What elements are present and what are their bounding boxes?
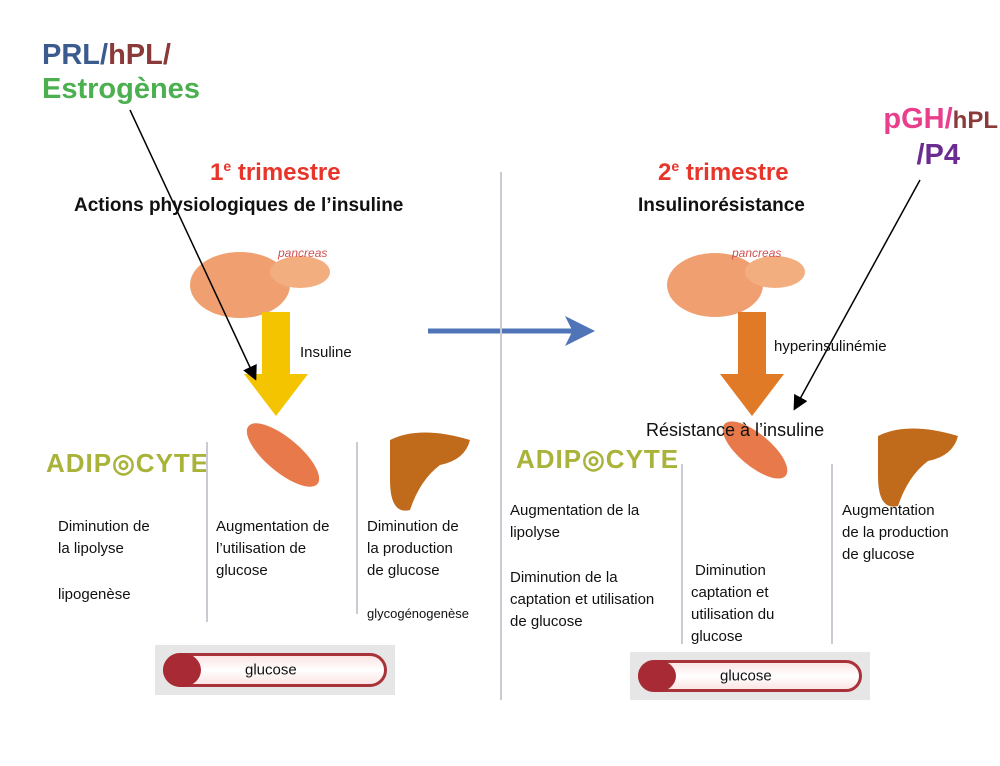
hormones-left: PRL/hPL/ Estrogènes: [42, 38, 200, 106]
glucose-label: glucose: [245, 661, 297, 679]
hyperinsulinemie-label: hyperinsulinémie: [774, 338, 887, 355]
divider: [681, 464, 683, 644]
insulin-arrow-left: [244, 312, 308, 416]
liver-left-icon: [390, 432, 470, 511]
glucose-label: glucose: [720, 667, 772, 685]
pancreas-label: pancreas: [732, 246, 782, 260]
trimester-2-title: 2e trimestre: [658, 158, 789, 186]
pancreas-left-icon: [190, 252, 330, 318]
hormone-prl: PRL/: [42, 39, 109, 71]
hormones-right: pGH/hPL /P4: [868, 102, 998, 172]
left-col2: Augmentation de l’utilisation de glucose: [216, 518, 330, 579]
hormone-hpl: hPL/: [108, 39, 171, 71]
pancreas-label: pancreas: [278, 246, 328, 260]
left-col3: Diminution de la production de glucose: [367, 518, 459, 579]
hormone-estrogenes: Estrogènes: [42, 73, 200, 105]
divider: [206, 442, 208, 622]
hormone-arrow-left: [129, 109, 257, 381]
left-col1: Diminution de la lipolyse: [58, 518, 150, 557]
muscle-left-icon: [246, 423, 320, 487]
divider: [831, 464, 833, 644]
liver-right-icon: [878, 428, 958, 507]
center-divider: [500, 172, 502, 700]
insuline-label: Insuline: [300, 344, 352, 361]
pancreas-right-icon: [667, 253, 805, 317]
left-col1-lipogenese: lipogenèse: [58, 586, 131, 603]
resistance-label: Résistance à l’insuline: [646, 420, 825, 440]
blood-vessel-left: glucose: [155, 645, 395, 695]
trimester-1-title: 1e trimestre: [210, 158, 341, 186]
hormone-p4: /P4: [916, 139, 960, 171]
hormone-hpl: hPL: [952, 107, 998, 134]
divider: [356, 442, 358, 614]
right-col1b: Diminution de la captation et utilisation…: [510, 569, 655, 630]
blood-vessel-right: glucose: [630, 652, 870, 700]
right-col1: Augmentation de la lipolyse: [510, 502, 640, 541]
right-subtitle: Insulinorésistance: [638, 195, 805, 216]
hormone-pgh: pGH/: [883, 103, 953, 135]
hormone-arrow-right: [793, 179, 921, 411]
left-col3-glycogenogenese: glycogénogenèse: [367, 606, 469, 621]
left-subtitle: Actions physiologiques de l’insuline: [74, 195, 404, 216]
right-col3: Augmentation de la production de glucose: [842, 502, 949, 563]
muscle-right-icon: [722, 421, 788, 479]
right-col2: Diminution captation et utilisation du gluc…: [691, 562, 775, 645]
insulin-arrow-right: [720, 312, 784, 416]
adipocyte-label: ADIP◎CYTE: [46, 448, 210, 478]
adipocyte-label: ADIP◎CYTE: [516, 444, 680, 474]
